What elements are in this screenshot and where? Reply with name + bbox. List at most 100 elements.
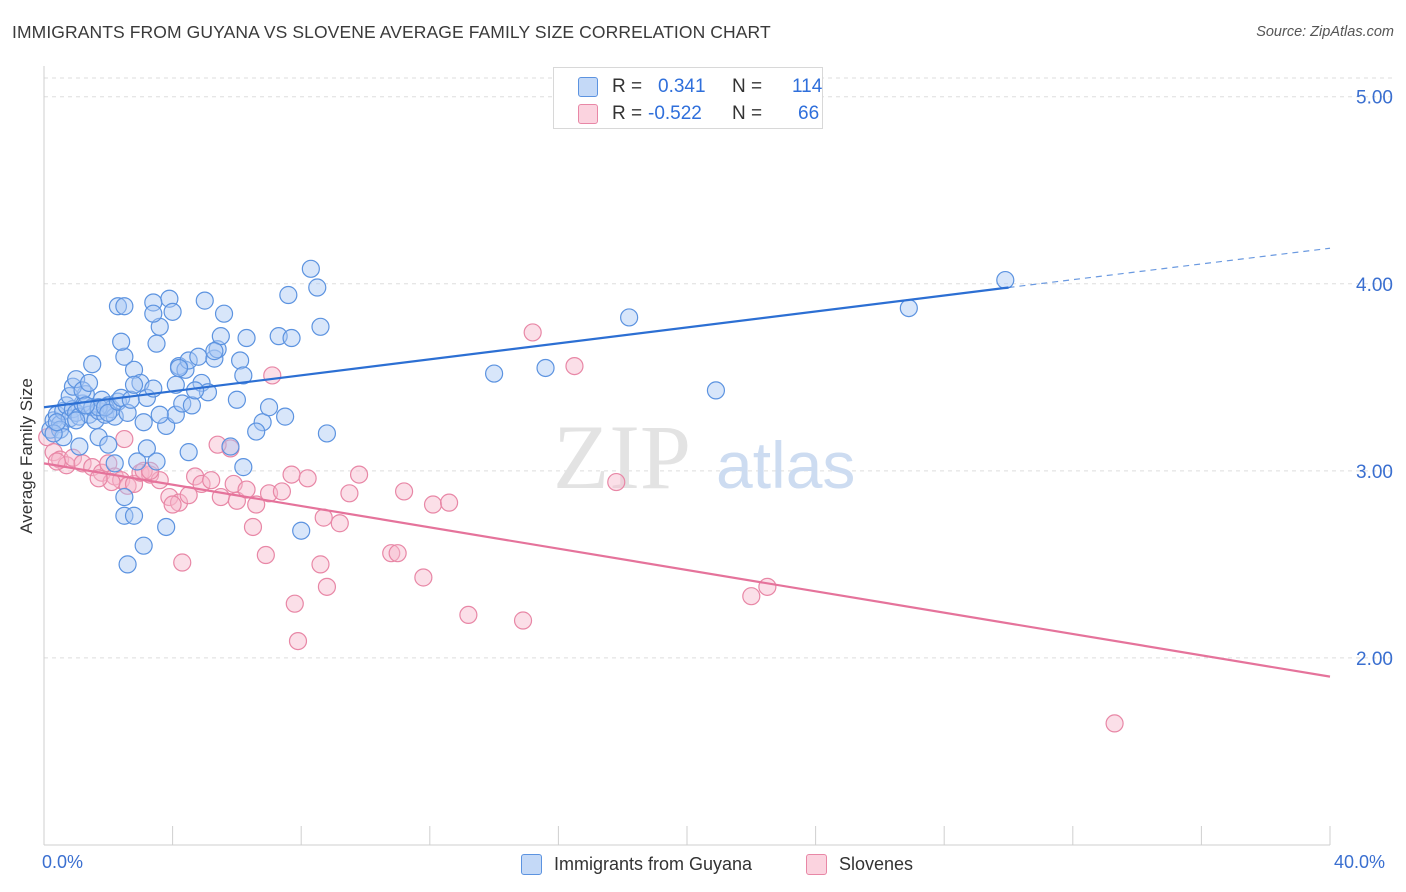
legend-swatch-pink (578, 104, 598, 124)
data-point (169, 358, 189, 378)
data-point (118, 555, 137, 574)
data-point (996, 270, 1015, 290)
data-point (388, 544, 407, 563)
data-point (706, 381, 726, 400)
data-point (227, 390, 246, 409)
y-tick-label: 5.00 (1356, 88, 1393, 109)
data-point (349, 465, 369, 484)
data-point (301, 259, 320, 278)
data-point (147, 452, 166, 471)
data-point (44, 424, 63, 443)
data-point (108, 297, 128, 316)
data-point (414, 568, 433, 587)
data-point (231, 351, 250, 370)
data-point (169, 493, 189, 512)
data-point (899, 299, 918, 318)
legend-r-label: R = (612, 103, 643, 124)
data-point (282, 465, 301, 484)
data-point (282, 328, 301, 348)
legend-n-label: N = (732, 76, 763, 97)
data-point (394, 482, 414, 501)
data-point (105, 454, 124, 473)
y-tick-labels: 2.00 3.00 4.00 5.00 (1356, 88, 1393, 670)
data-point (211, 327, 230, 346)
data-point (179, 443, 198, 462)
data-point (54, 428, 73, 447)
trend-line-guyana-extrapolated (1008, 247, 1331, 289)
data-point (439, 493, 459, 512)
data-point (115, 487, 134, 507)
watermark-zip: ZIP (553, 406, 691, 508)
data-point (163, 495, 182, 514)
data-point (115, 347, 134, 366)
legend-swatch-blue (521, 854, 542, 875)
data-point (221, 437, 240, 456)
data-point (147, 334, 166, 353)
legend-label-guyana: Immigrants from Guyana (554, 854, 753, 874)
data-point (124, 360, 144, 379)
data-point (137, 439, 156, 458)
data-point (157, 517, 176, 537)
slovenes-points (38, 323, 1124, 733)
data-point (317, 577, 337, 596)
data-point (83, 355, 102, 374)
data-point (195, 291, 214, 310)
data-point (124, 375, 144, 394)
data-point (76, 396, 95, 415)
data-point (112, 332, 131, 351)
data-point (485, 364, 504, 383)
data-point (99, 435, 118, 454)
data-point (70, 437, 89, 456)
x-tick-label-max: 40.0% (1334, 852, 1386, 872)
legend-n-value: 66 (798, 103, 820, 124)
trend-line-slovenes (43, 462, 1331, 678)
chart-title: IMMIGRANTS FROM GUYANA VS SLOVENE AVERAG… (12, 22, 771, 42)
x-tick-label-min: 0.0% (42, 852, 84, 872)
data-point (758, 577, 777, 596)
data-point (134, 536, 153, 555)
data-point (1105, 714, 1124, 733)
data-point (298, 469, 317, 488)
data-point (243, 517, 263, 537)
data-point (285, 594, 304, 613)
legend-n-value: 114 (792, 76, 823, 97)
data-point (134, 413, 153, 432)
data-point (234, 366, 253, 385)
data-point (166, 405, 185, 424)
data-point (67, 411, 86, 430)
legend-swatch-blue (578, 77, 598, 97)
data-point (189, 347, 208, 366)
data-point (182, 396, 201, 415)
data-point (536, 358, 555, 378)
data-point (124, 506, 144, 525)
y-tick-label: 4.00 (1356, 275, 1393, 296)
data-point (115, 429, 134, 449)
data-point (89, 428, 108, 447)
trend-lines (43, 247, 1331, 678)
data-point (263, 366, 282, 385)
legend-r-value: -0.522 (648, 103, 702, 124)
watermark-atlas: atlas (716, 428, 855, 502)
data-point (607, 472, 626, 492)
data-point (259, 398, 279, 417)
watermark: ZIP atlas (553, 406, 855, 508)
data-point (205, 342, 224, 361)
y-tick-label: 3.00 (1356, 462, 1393, 483)
data-point (214, 304, 234, 323)
data-point (311, 555, 330, 574)
data-point (247, 422, 266, 441)
legend-n-label: N = (732, 103, 763, 124)
data-point (128, 452, 147, 471)
legend-r-label: R = (612, 76, 643, 97)
data-point (523, 323, 542, 342)
trend-line-guyana (43, 286, 1009, 409)
guyana-points (41, 259, 1015, 574)
y-axis-label: Average Family Size (17, 378, 36, 534)
data-point (288, 631, 308, 651)
data-point (234, 458, 253, 477)
legend-swatch-pink (806, 854, 827, 875)
data-point (202, 471, 221, 490)
data-point (99, 454, 118, 473)
data-point (186, 381, 205, 400)
